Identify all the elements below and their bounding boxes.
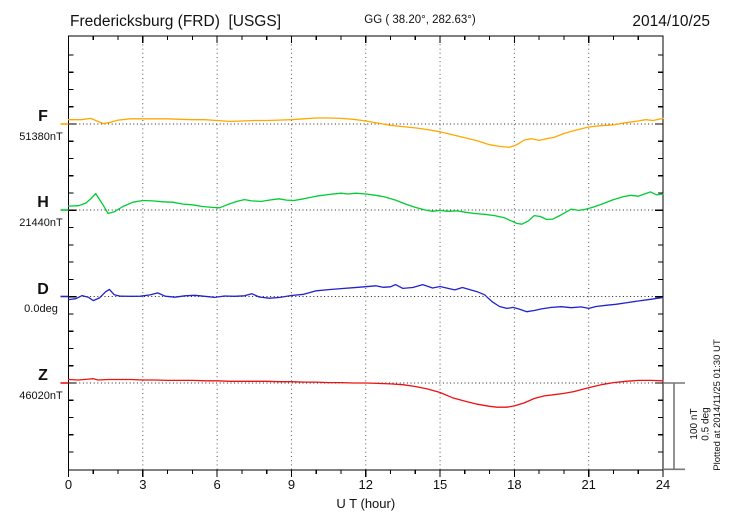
axis-ticks [67, 36, 664, 477]
channel-baseline-value-F: 51380nT [19, 131, 63, 143]
channel-baseline-value-Z: 46020nT [19, 390, 63, 402]
gg-coordinates: GG ( 38.20°, 282.63°) [364, 14, 476, 26]
plotted-at-note: Plotted at 2014/11/25 01:30 UT [712, 339, 723, 471]
gridlines [68, 36, 663, 470]
channel-label-Z: Z [38, 367, 48, 384]
channel-label-H: H [37, 194, 49, 211]
plot-frame [67, 35, 685, 471]
channel-baseline-value-D: 0.0deg [24, 303, 58, 315]
curve-Z [67, 378, 664, 408]
station-title: Fredericksburg (FRD) [USGS] [70, 13, 281, 30]
x-tick-label: 6 [214, 477, 221, 492]
x-tick-label: 9 [288, 477, 295, 492]
x-tick-label: 3 [139, 477, 146, 492]
scalebar-label-deg: 0.5 deg [701, 407, 712, 440]
channel-label-D: D [37, 281, 49, 298]
scalebar-label-nT: 100 nT [689, 408, 700, 439]
curve-H [67, 191, 664, 225]
x-tick-label: 24 [656, 477, 670, 492]
data-curves [60, 117, 664, 408]
x-axis-title: U T (hour) [336, 496, 395, 511]
x-tick-label: 18 [507, 477, 521, 492]
curve-F [67, 117, 664, 148]
x-tick-label: 0 [65, 477, 72, 492]
channel-baseline-value-H: 21440nT [19, 217, 63, 229]
x-tick-label: 12 [359, 477, 373, 492]
x-tick-label: 15 [433, 477, 447, 492]
curve-D [67, 283, 664, 313]
x-tick-label: 21 [581, 477, 595, 492]
channel-label-F: F [38, 108, 48, 125]
frame-rect [67, 35, 664, 471]
x-tick-labels: 0 3 6 9 12 15 18 21 24 [65, 477, 670, 492]
plot-date: 2014/10/25 [632, 13, 710, 30]
